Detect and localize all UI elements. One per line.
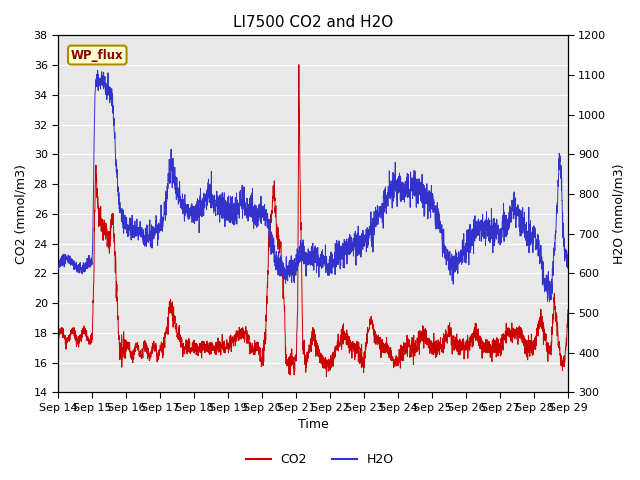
Y-axis label: CO2 (mmol/m3): CO2 (mmol/m3) — [15, 164, 28, 264]
Legend: CO2, H2O: CO2, H2O — [241, 448, 399, 471]
Y-axis label: H2O (mmol/m3): H2O (mmol/m3) — [612, 164, 625, 264]
X-axis label: Time: Time — [298, 419, 328, 432]
Text: WP_flux: WP_flux — [71, 48, 124, 61]
Title: LI7500 CO2 and H2O: LI7500 CO2 and H2O — [233, 15, 393, 30]
